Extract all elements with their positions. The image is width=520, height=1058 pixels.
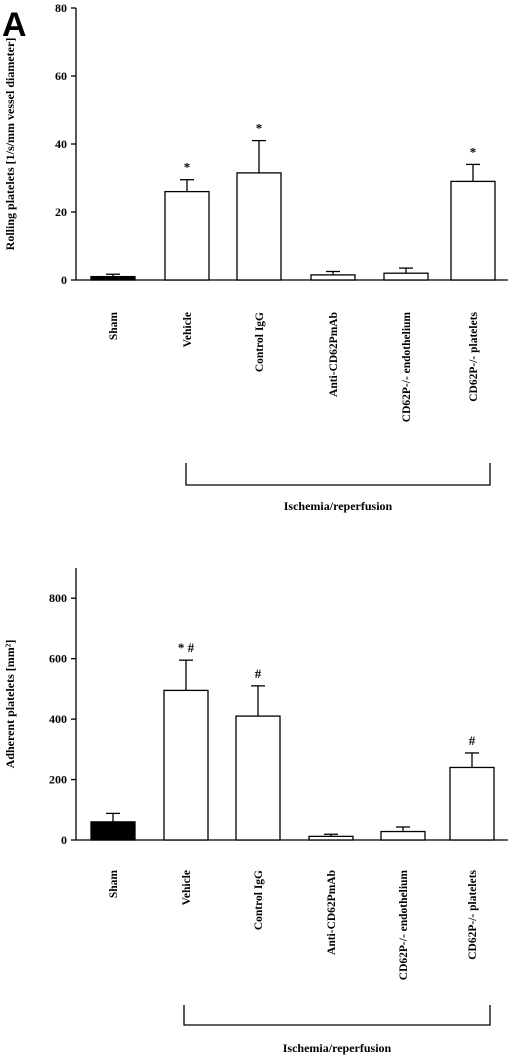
bar bbox=[235, 715, 281, 841]
category-label: Vehicle bbox=[181, 870, 193, 905]
y-tick-label: 20 bbox=[55, 205, 67, 219]
y-tick-label: 400 bbox=[49, 712, 67, 726]
significance-marker: # bbox=[255, 666, 262, 681]
y-tick-label: 80 bbox=[55, 1, 67, 15]
category-label: CD62P-/- endothelium bbox=[398, 870, 410, 981]
panel-label: A bbox=[2, 6, 27, 44]
y-tick-label: 0 bbox=[61, 273, 67, 287]
y-tick-label: 800 bbox=[49, 591, 67, 605]
y-tick-label: 0 bbox=[61, 833, 67, 847]
y-axis-label: Rolling platelets [1/s/mm vessel diamete… bbox=[3, 38, 17, 251]
category-label: Vehicle bbox=[182, 312, 194, 347]
category-label: Control IgG bbox=[254, 312, 266, 372]
bar bbox=[383, 272, 429, 281]
category-label: CD62P-/- platelets bbox=[467, 869, 479, 959]
group-label: Ischemia/reperfusion bbox=[283, 1041, 392, 1055]
category-label: Sham bbox=[108, 312, 120, 341]
bar bbox=[310, 274, 356, 281]
category-label: Sham bbox=[108, 870, 120, 899]
bar bbox=[449, 766, 495, 841]
y-tick-label: 600 bbox=[49, 652, 67, 666]
y-tick-label: 200 bbox=[49, 773, 67, 787]
y-tick-label: 40 bbox=[55, 137, 67, 151]
bar bbox=[163, 689, 209, 841]
significance-marker: * bbox=[256, 121, 263, 136]
bar bbox=[380, 830, 426, 841]
y-axis-label: Adherent platelets [mm²] bbox=[3, 640, 17, 769]
category-label: Anti-CD62PmAb bbox=[326, 870, 338, 955]
category-label: Anti-CD62PmAb bbox=[328, 312, 340, 397]
category-label: Control IgG bbox=[253, 870, 265, 930]
significance-marker: * bbox=[470, 144, 477, 159]
bar bbox=[164, 190, 210, 281]
bar bbox=[308, 835, 354, 841]
group-bracket bbox=[183, 1005, 491, 1026]
bar bbox=[90, 275, 136, 281]
bar bbox=[236, 172, 282, 281]
significance-marker: # bbox=[469, 733, 476, 748]
significance-marker: * # bbox=[178, 640, 195, 655]
rolling-platelets-chart: 0 20 40 60 80 Rolling platelets [1/s/mm vesse… bbox=[3, 1, 508, 513]
group-label: Ischemia/reperfusion bbox=[284, 499, 393, 513]
category-label: CD62P-/- endothelium bbox=[401, 312, 413, 423]
significance-marker: * bbox=[184, 160, 191, 175]
bar bbox=[450, 180, 496, 281]
bar bbox=[90, 821, 136, 841]
category-label: CD62P-/- platelets bbox=[468, 311, 480, 401]
group-bracket bbox=[185, 463, 491, 486]
adherent-platelets-chart: 0 200 400 600 800 Adherent platelets [mm²] Sha… bbox=[3, 568, 508, 1055]
y-tick-label: 60 bbox=[55, 69, 67, 83]
